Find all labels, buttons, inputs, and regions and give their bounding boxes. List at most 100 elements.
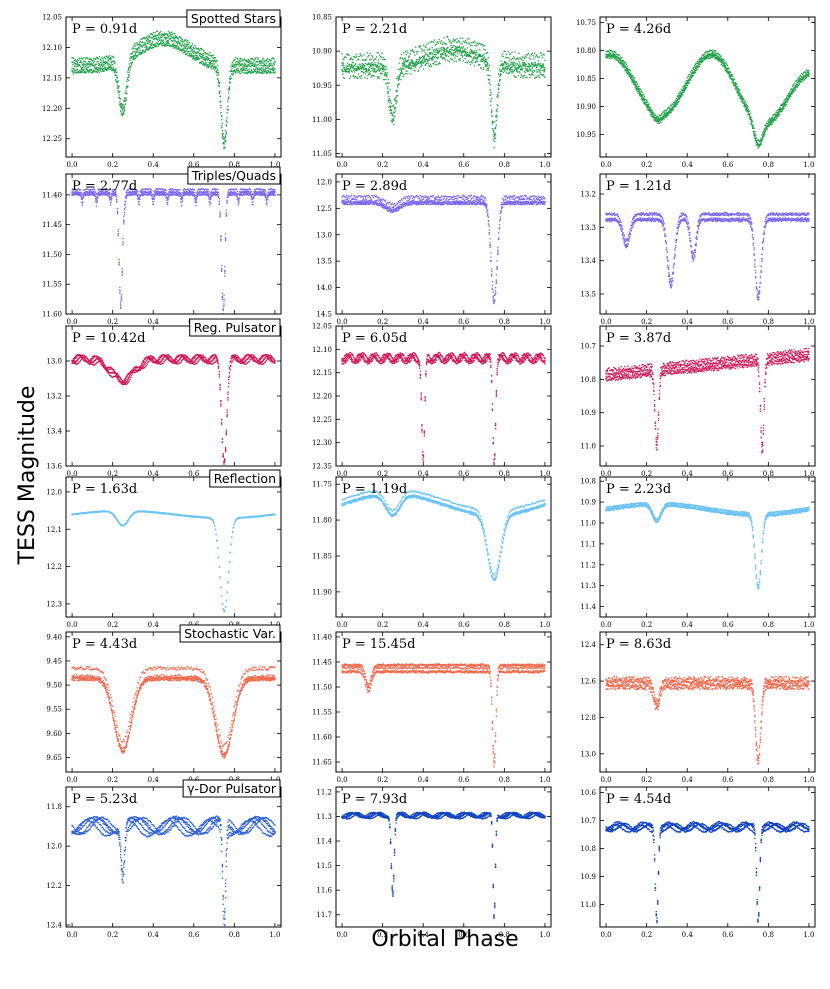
data-point	[393, 124, 395, 126]
data-point	[378, 58, 380, 61]
data-point	[657, 118, 659, 121]
data-point	[512, 55, 515, 58]
data-point	[174, 45, 177, 47]
data-point	[518, 61, 520, 63]
data-point	[222, 135, 224, 138]
data-point	[180, 39, 183, 42]
data-point	[171, 40, 174, 43]
data-point	[400, 78, 402, 81]
data-point	[421, 64, 423, 67]
data-point	[261, 71, 264, 74]
data-point	[654, 119, 657, 122]
data-point	[186, 41, 188, 44]
data-point	[538, 56, 541, 58]
data-point	[364, 68, 366, 71]
data-point	[115, 76, 118, 79]
data-point	[381, 72, 383, 75]
data-point	[505, 71, 508, 74]
data-point	[613, 53, 616, 56]
data-point	[152, 31, 155, 34]
data-point	[444, 52, 447, 55]
data-point	[260, 64, 262, 67]
x-tick-label: 0.0	[67, 161, 78, 169]
data-point	[152, 40, 154, 43]
data-point	[180, 48, 182, 51]
y-tick-label: 10.75	[576, 19, 596, 27]
data-point	[506, 68, 509, 71]
data-point	[529, 76, 531, 78]
data-point	[540, 52, 542, 54]
data-point	[123, 108, 126, 110]
data-point	[249, 71, 252, 73]
data-point	[385, 78, 387, 81]
data-point	[620, 60, 622, 62]
data-point	[220, 270, 223, 272]
data-point	[751, 120, 753, 123]
data-point	[493, 146, 495, 149]
x-tick-label: 0.6	[722, 161, 734, 169]
data-point	[79, 189, 82, 191]
data-point	[526, 53, 529, 56]
data-point	[237, 204, 239, 206]
data-point	[345, 65, 347, 67]
data-point	[260, 62, 262, 64]
data-point	[394, 107, 397, 109]
data-point	[679, 93, 682, 96]
data-point	[79, 57, 81, 59]
data-point	[497, 83, 500, 85]
data-point	[83, 68, 85, 70]
data-point	[793, 87, 795, 90]
data-point	[623, 60, 625, 63]
data-point	[262, 68, 264, 71]
data-point	[389, 109, 391, 111]
data-point	[234, 58, 236, 61]
data-point	[737, 89, 740, 92]
data-point	[542, 65, 545, 67]
data-point	[222, 137, 224, 140]
data-point	[353, 55, 356, 58]
data-point	[484, 65, 487, 67]
data-point	[368, 69, 371, 71]
data-point	[414, 65, 417, 67]
data-point	[794, 88, 797, 91]
data-point	[253, 59, 256, 61]
data-point	[629, 69, 632, 72]
data-point	[494, 121, 496, 123]
data-point	[748, 113, 751, 116]
data-point	[262, 57, 264, 60]
data-point	[433, 61, 436, 63]
data-point	[233, 69, 235, 71]
data-point	[154, 32, 156, 34]
data-point	[353, 77, 356, 79]
data-point	[508, 71, 511, 73]
data-point	[367, 73, 370, 75]
data-point	[533, 52, 536, 54]
data-point	[369, 70, 372, 73]
data-point	[447, 50, 450, 53]
data-point	[202, 56, 204, 59]
data-point	[108, 59, 110, 61]
data-point	[210, 194, 213, 196]
data-point	[470, 51, 473, 53]
data-point	[136, 56, 138, 58]
data-point	[238, 70, 241, 72]
x-tick-label: 0.4	[148, 161, 160, 169]
data-point	[225, 215, 228, 217]
data-point	[110, 199, 112, 201]
data-point	[418, 46, 421, 48]
data-point	[101, 56, 103, 59]
data-point	[417, 50, 419, 53]
data-point	[138, 201, 141, 203]
data-point	[386, 82, 389, 84]
data-point	[490, 91, 492, 94]
data-point	[380, 67, 382, 70]
data-point	[491, 127, 494, 130]
data-point	[226, 201, 228, 204]
data-point	[438, 50, 440, 52]
data-point	[126, 78, 129, 81]
data-point	[728, 68, 730, 70]
data-point	[92, 64, 94, 67]
data-point	[429, 53, 431, 55]
data-point	[451, 40, 454, 42]
data-point	[120, 105, 123, 107]
